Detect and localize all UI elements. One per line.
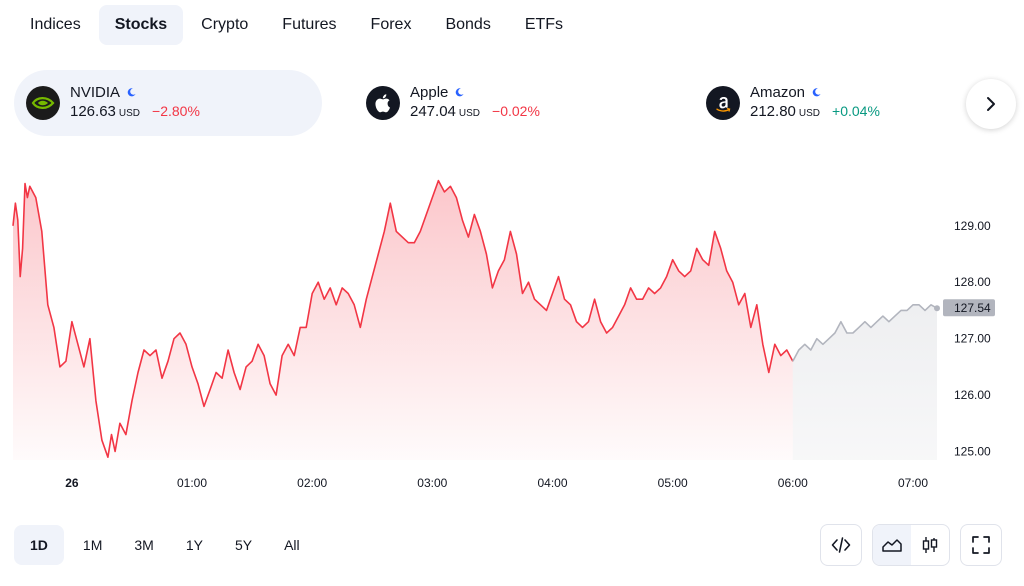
ticker-card-nvidia[interactable]: NVIDIA 126.63 USD −2.80% bbox=[14, 70, 322, 136]
chart-style-toggle bbox=[872, 524, 950, 566]
y-tick-label: 128.00 bbox=[954, 275, 991, 289]
fullscreen-icon bbox=[972, 536, 990, 554]
x-tick-label: 01:00 bbox=[177, 476, 207, 490]
x-tick-label: 04:00 bbox=[537, 476, 567, 490]
ticker-name: Apple bbox=[410, 83, 449, 101]
embed-button[interactable] bbox=[820, 524, 862, 566]
tab-bonds[interactable]: Bonds bbox=[445, 16, 491, 33]
nvidia-logo bbox=[26, 86, 60, 120]
regular-session-area bbox=[13, 180, 793, 460]
apple-logo bbox=[366, 86, 400, 120]
x-tick-label: 26 bbox=[65, 476, 79, 490]
next-tickers-button[interactable] bbox=[966, 79, 1016, 129]
extended-session-area bbox=[792, 304, 937, 460]
ticker-card-apple[interactable]: Apple 247.04 USD −0.02% bbox=[354, 70, 662, 136]
ticker-name: NVIDIA bbox=[70, 83, 121, 101]
ticker-card-amazon[interactable]: Amazon 212.80 USD +0.04% bbox=[694, 70, 1002, 136]
y-tick-label: 129.00 bbox=[954, 219, 991, 233]
tab-etfs[interactable]: ETFs bbox=[524, 16, 564, 33]
x-tick-label: 07:00 bbox=[898, 476, 928, 490]
code-icon bbox=[831, 537, 851, 553]
tab-forex[interactable]: Forex bbox=[370, 16, 412, 33]
ticker-change: +0.04% bbox=[832, 103, 880, 119]
tab-crypto[interactable]: Crypto bbox=[201, 16, 249, 33]
amazon-logo bbox=[706, 86, 740, 120]
y-tick-label: 126.00 bbox=[954, 388, 991, 402]
x-tick-label: 05:00 bbox=[658, 476, 688, 490]
last-price-badge bbox=[943, 299, 995, 317]
candlestick-button[interactable] bbox=[911, 525, 949, 565]
area-chart-button[interactable] bbox=[873, 525, 911, 565]
x-tick-label: 03:00 bbox=[417, 476, 447, 490]
period-selector: 1D 1M 3M 1Y 5Y All bbox=[14, 525, 319, 565]
last-price-label: 127.54 bbox=[954, 301, 991, 315]
x-tick-label: 06:00 bbox=[778, 476, 808, 490]
ticker-price: 126.63 bbox=[70, 103, 116, 120]
moon-icon bbox=[456, 87, 464, 96]
period-all-button[interactable]: All bbox=[284, 537, 300, 553]
ticker-name: Amazon bbox=[750, 83, 806, 101]
ticker-change: −2.80% bbox=[152, 103, 200, 119]
moon-icon bbox=[812, 87, 821, 96]
fullscreen-button[interactable] bbox=[960, 524, 1002, 566]
ticker-currency: USD bbox=[118, 108, 141, 119]
tab-stocks[interactable]: Stocks bbox=[98, 5, 184, 45]
ticker-currency: USD bbox=[458, 108, 481, 119]
period-3m-button[interactable]: 3M bbox=[134, 537, 154, 553]
ticker-change: −0.02% bbox=[492, 103, 540, 119]
ticker-currency: USD bbox=[798, 108, 821, 119]
ticker-price: 247.04 bbox=[410, 103, 456, 120]
area-chart-icon bbox=[882, 539, 902, 552]
y-tick-label: 127.00 bbox=[954, 332, 991, 346]
tab-futures[interactable]: Futures bbox=[282, 16, 337, 33]
tab-indices[interactable]: Indices bbox=[30, 16, 81, 33]
y-tick-label: 125.00 bbox=[954, 445, 991, 459]
chevron-right-icon bbox=[987, 97, 995, 111]
market-category-tabs: Indices Stocks Crypto Futures Forex Bond… bbox=[14, 5, 581, 45]
period-1d-button[interactable]: 1D bbox=[14, 525, 64, 565]
ticker-carousel: NVIDIA 126.63 USD −2.80% Apple 247.04 US… bbox=[14, 70, 1024, 136]
candlestick-icon bbox=[922, 537, 938, 553]
last-price-dot bbox=[934, 305, 940, 312]
price-chart[interactable]: 129.00 128.00 127.00 126.00 125.00 26 01:00 02… bbox=[0, 160, 1024, 500]
moon-icon bbox=[127, 87, 136, 96]
period-5y-button[interactable]: 5Y bbox=[234, 537, 253, 553]
regular-session-line bbox=[12, 179, 794, 458]
x-tick-label: 02:00 bbox=[297, 476, 327, 490]
period-1m-button[interactable]: 1M bbox=[82, 537, 103, 553]
ticker-price: 212.80 bbox=[750, 103, 796, 120]
extended-session-line bbox=[792, 304, 938, 362]
period-1y-button[interactable]: 1Y bbox=[185, 537, 203, 553]
